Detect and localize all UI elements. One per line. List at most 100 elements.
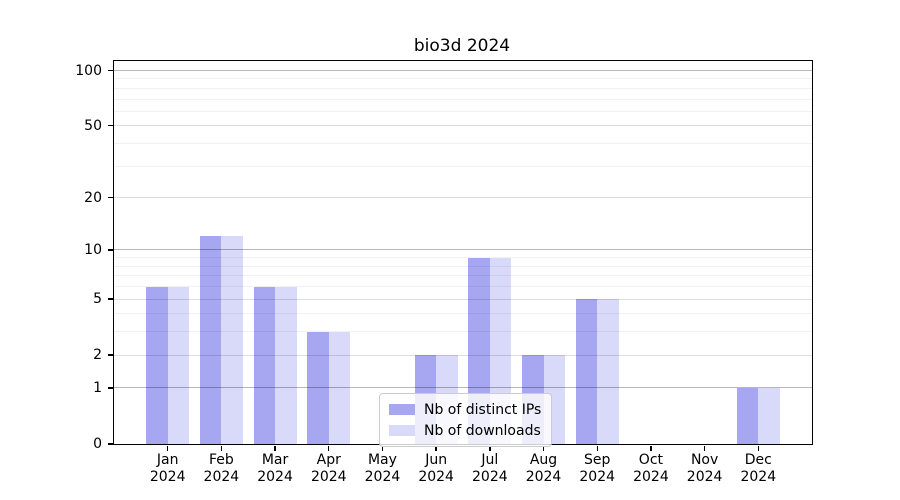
x-tick-month: Nov <box>690 452 719 468</box>
x-tick-year: 2024 <box>418 469 454 485</box>
y-tick-label: 10 <box>84 241 102 258</box>
x-tick-year: 2024 <box>633 469 669 485</box>
y-tick-mark <box>107 69 113 72</box>
gridline-minor <box>114 165 812 167</box>
x-tick-month: Jun <box>425 452 448 468</box>
legend-swatch-icon <box>389 425 415 436</box>
x-tick-year: 2024 <box>740 469 777 485</box>
y-tick-mark <box>107 249 113 251</box>
x-tick-year: 2024 <box>686 469 723 485</box>
gridline-major <box>114 125 812 127</box>
x-tick-mark <box>381 445 384 451</box>
gridline-minor <box>114 98 812 100</box>
plot-area: 0 1 2 5 10 20 50 100 Jan 2024 Feb 2024 Mar 2024 Apr 20… <box>75 60 813 485</box>
gridline-minor <box>114 142 812 144</box>
bar-apr-distinct-ips <box>307 331 329 444</box>
x-tick-mark <box>703 445 706 451</box>
gridline-minor <box>114 275 812 277</box>
gridline-minor <box>114 313 812 315</box>
gridline-minor <box>114 110 812 112</box>
y-tick-label: 0 <box>93 436 102 452</box>
bar-apr-downloads <box>328 331 351 444</box>
bar-feb-distinct-ips <box>199 236 222 444</box>
x-tick-month: Aug <box>529 452 558 468</box>
gridline-major <box>114 70 812 71</box>
x-tick-mark <box>650 445 652 451</box>
gridline-major <box>114 387 812 389</box>
y-tick-label: 20 <box>84 189 102 206</box>
x-tick-month: Sep <box>584 452 611 468</box>
bar-mar-downloads <box>275 286 297 444</box>
x-tick-label-jan: Jan 2024 <box>150 452 186 486</box>
x-tick-label-mar: Mar 2024 <box>257 452 293 486</box>
gridline-major <box>114 298 812 300</box>
y-tick-mark <box>107 443 113 445</box>
y-tick-label: 100 <box>75 62 102 79</box>
x-tick-mark <box>757 445 759 451</box>
x-tick-mark <box>596 445 598 451</box>
y-tick-label: 1 <box>93 379 102 396</box>
gridline-minor <box>114 257 812 259</box>
legend-label: Nb of distinct IPs <box>424 401 542 418</box>
bar-jan-downloads <box>167 286 190 444</box>
gridline-minor <box>114 78 812 80</box>
x-tick-label-sep: Sep 2024 <box>579 452 615 486</box>
x-tick-month: May <box>367 452 397 468</box>
x-tick-year: 2024 <box>310 469 347 485</box>
gridline-major <box>114 354 812 356</box>
y-tick-mark <box>107 354 113 356</box>
x-tick-month: Apr <box>316 452 341 468</box>
x-tick-month: Oct <box>638 452 664 468</box>
x-tick-year: 2024 <box>472 469 508 485</box>
x-tick-mark <box>489 445 491 451</box>
legend-entry: Nb of downloads <box>389 420 541 441</box>
x-tick-month: Dec <box>744 452 772 468</box>
x-tick-mark <box>274 445 276 451</box>
x-tick-label-feb: Feb 2024 <box>204 452 240 486</box>
x-tick-mark <box>166 445 169 451</box>
bar-dec-downloads <box>758 387 780 444</box>
x-tick-label-aug: Aug 2024 <box>526 452 562 486</box>
x-tick-label-may: May 2024 <box>365 452 401 486</box>
bar-feb-downloads <box>221 236 243 444</box>
bar-sep-distinct-ips <box>575 299 598 444</box>
x-tick-year: 2024 <box>203 469 240 485</box>
x-tick-month: Feb <box>208 452 234 468</box>
x-tick-mark <box>542 445 545 451</box>
gridline-minor <box>114 87 812 89</box>
gridline-minor <box>114 331 812 333</box>
x-tick-mark <box>220 445 223 451</box>
x-tick-month: Mar <box>261 452 289 468</box>
y-tick-label: 2 <box>93 347 102 364</box>
x-tick-label-oct: Oct 2024 <box>633 452 669 486</box>
bar-mar-distinct-ips <box>253 286 276 444</box>
x-tick-mark <box>328 445 330 451</box>
bar-sep-downloads <box>597 299 619 444</box>
x-tick-label-apr: Apr 2024 <box>311 452 347 486</box>
x-tick-label-nov: Nov 2024 <box>687 452 723 486</box>
legend-swatch-icon <box>389 404 415 415</box>
x-tick-month: Jul <box>481 452 499 468</box>
x-axis: Jan 2024 Feb 2024 Mar 2024 Apr 2024 May 2024 Jun 20… <box>114 61 812 485</box>
x-tick-year: 2024 <box>525 469 562 485</box>
x-tick-mark <box>435 445 437 451</box>
x-tick-label-jul: Jul 2024 <box>472 452 508 486</box>
x-tick-label-jun: Jun 2024 <box>418 452 454 486</box>
bar-dec-distinct-ips <box>736 387 759 444</box>
x-tick-year: 2024 <box>257 469 293 485</box>
x-tick-month: Jan <box>156 452 179 468</box>
gridline-major <box>114 249 812 251</box>
x-tick-label-dec: Dec 2024 <box>740 452 776 486</box>
y-tick-mark <box>107 125 113 127</box>
chart-title: bio3d 2024 <box>413 36 511 56</box>
x-tick-year: 2024 <box>149 469 186 485</box>
legend-label: Nb of downloads <box>424 422 541 439</box>
bar-jan-distinct-ips <box>146 286 168 444</box>
y-tick-mark <box>107 387 113 389</box>
gridline-minor <box>114 265 812 267</box>
gridlines-layer <box>114 61 812 444</box>
legend: Nb of distinct IPs Nb of downloads <box>379 393 553 447</box>
y-tick-label: 5 <box>93 290 102 307</box>
y-tick-label: 50 <box>84 117 102 134</box>
